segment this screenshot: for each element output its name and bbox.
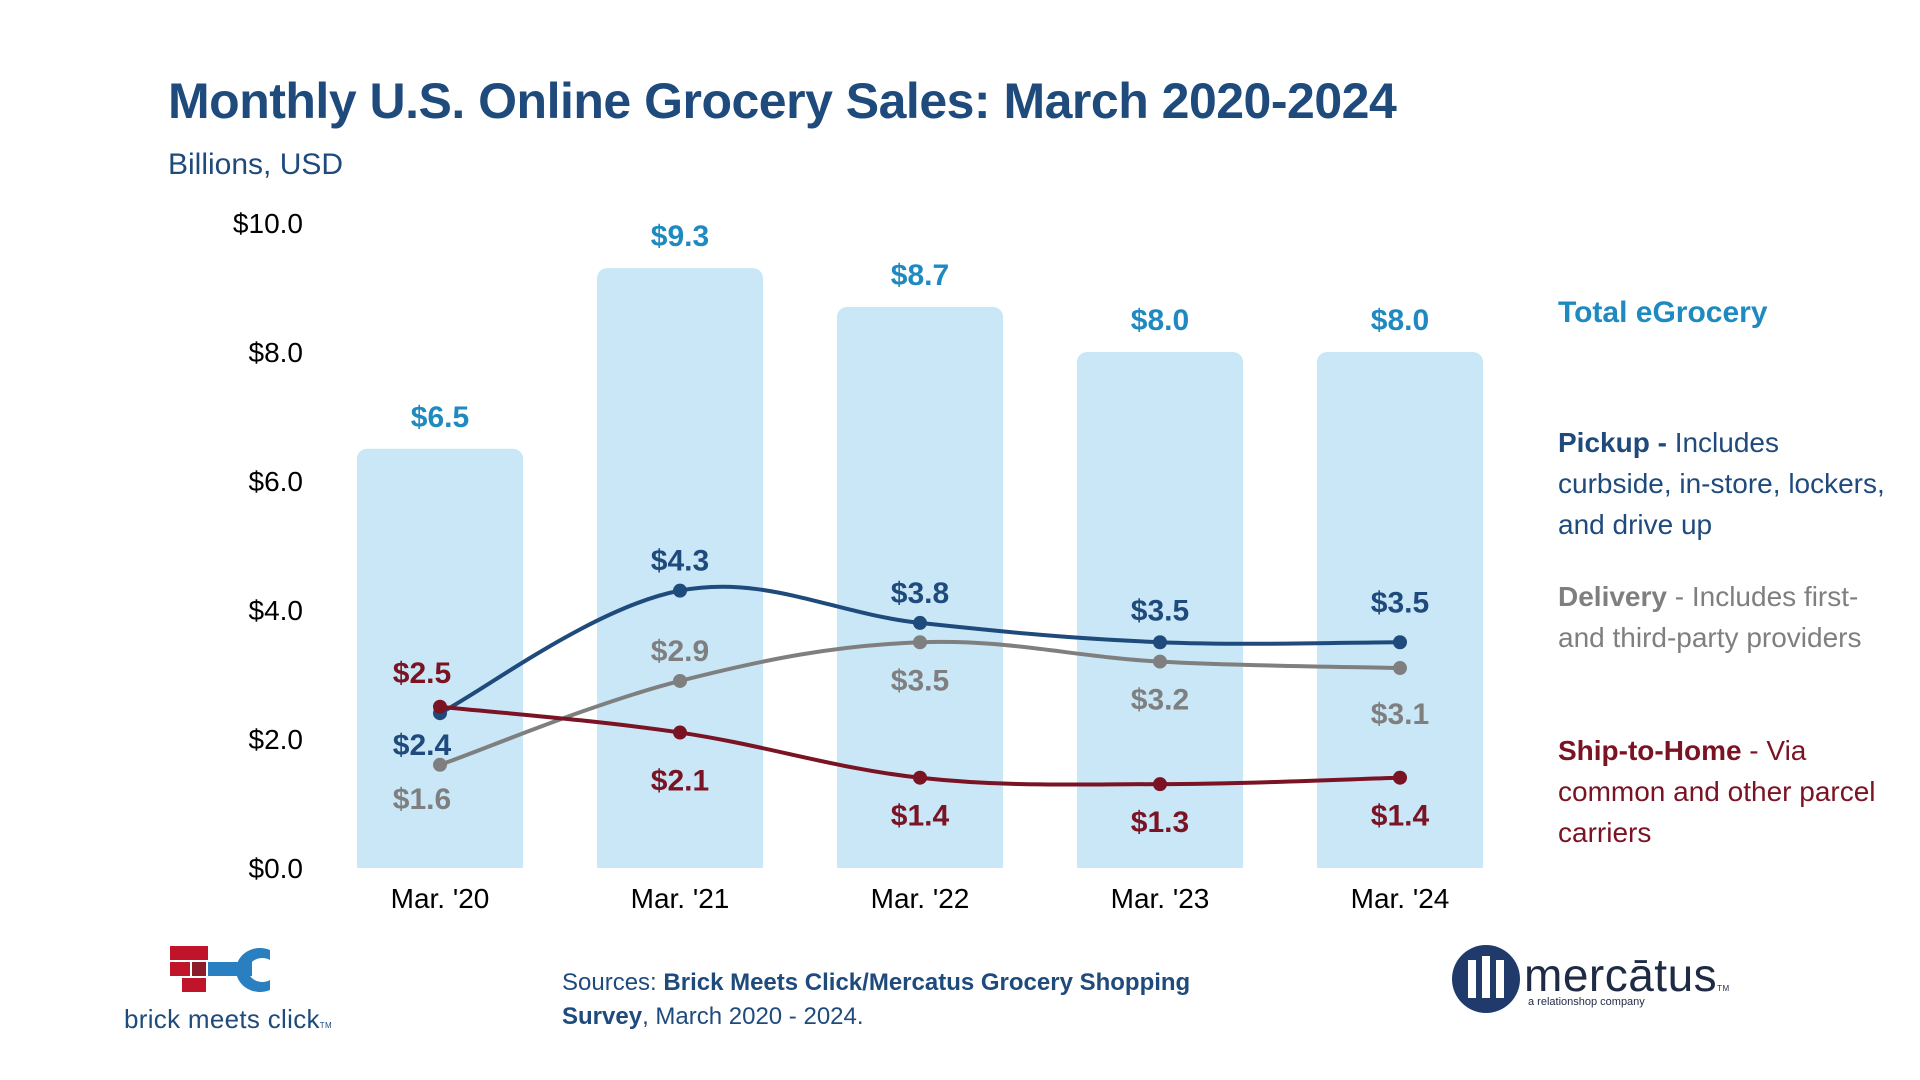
data-label-delivery: $3.2 xyxy=(1131,684,1189,717)
bar-base xyxy=(1317,856,1483,868)
point-ship-to-home xyxy=(1153,777,1167,792)
x-tick-label: Mar. '22 xyxy=(871,883,970,914)
data-label-delivery: $1.6 xyxy=(393,783,451,816)
bar-base xyxy=(1077,856,1243,868)
point-delivery xyxy=(913,635,927,650)
data-label-delivery: $3.5 xyxy=(891,664,949,697)
y-tick-label: $2.0 xyxy=(249,724,304,755)
sources-name: Brick Meets Click/Mercatus Grocery Shopp… xyxy=(562,969,1191,1030)
mercatus-tagline: a relationshop company xyxy=(1528,996,1645,1008)
data-label-ship-to-home: $1.3 xyxy=(1131,806,1189,839)
point-delivery xyxy=(433,757,447,772)
legend-ship-name: Ship-to-Home xyxy=(1558,735,1742,766)
data-label-delivery: $3.1 xyxy=(1371,698,1429,731)
point-ship-to-home xyxy=(433,699,447,714)
line-series-group xyxy=(433,583,1407,792)
page-subtitle: Billions, USD xyxy=(168,148,344,181)
data-label-pickup: $3.8 xyxy=(891,577,949,610)
mercatus-logo-mark xyxy=(1452,945,1520,1013)
point-ship-to-home xyxy=(673,725,687,740)
bar-base xyxy=(597,856,763,868)
point-pickup xyxy=(1153,635,1167,650)
brick-meets-click-logo xyxy=(170,946,270,992)
y-tick-label: $8.0 xyxy=(249,337,304,368)
data-label-delivery: $2.9 xyxy=(651,635,709,668)
bar-data-label: $9.3 xyxy=(651,220,709,253)
data-label-pickup: $3.5 xyxy=(1131,594,1189,627)
y-tick-label: $0.0 xyxy=(249,853,304,884)
data-label-ship-to-home: $1.4 xyxy=(891,800,950,833)
data-label-pickup: $2.4 xyxy=(393,729,452,762)
legend-ship-desc: - Via common and other parcel carriers xyxy=(1558,735,1876,848)
bar xyxy=(357,448,523,868)
bar-data-label: $8.7 xyxy=(891,259,949,292)
data-label-pickup: $3.5 xyxy=(1371,586,1429,619)
bar-data-label: $8.0 xyxy=(1371,304,1429,337)
brick-meets-click-wordmark: brick meets clickTM xyxy=(124,1004,332,1035)
point-delivery xyxy=(673,673,687,688)
bmc-wordmark-text: brick meets click xyxy=(124,1004,320,1034)
bar xyxy=(1077,352,1243,868)
legend-pickup-name: Pickup - xyxy=(1558,427,1667,458)
data-label-pickup: $4.3 xyxy=(651,545,709,578)
mercatus-wordmark-text: mercātus xyxy=(1524,949,1718,1001)
point-pickup xyxy=(913,615,927,630)
y-tick-label: $10.0 xyxy=(233,208,303,239)
point-pickup xyxy=(1393,635,1407,650)
legend-total: Total eGrocery xyxy=(1558,296,1768,329)
bar-base xyxy=(837,856,1003,868)
bmc-trademark: TM xyxy=(319,1021,332,1030)
page-title: Monthly U.S. Online Grocery Sales: March… xyxy=(168,73,1397,129)
point-ship-to-home xyxy=(913,770,927,785)
bar xyxy=(597,268,763,868)
x-axis: Mar. '20 Mar. '21 Mar. '22 Mar. '23 Mar. '24 xyxy=(391,883,1450,914)
sources-note: Sources: Brick Meets Click/Mercatus Groc… xyxy=(562,966,1282,1034)
y-axis: $0.0 $2.0 $4.0 $6.0 $8.0 $10.0 xyxy=(233,208,303,884)
sources-prefix: Sources: xyxy=(562,969,664,996)
bar-data-label: $8.0 xyxy=(1131,304,1189,337)
line-labels: $2.4 $4.3 $3.8 $3.5 $3.5 $1.6 $2.9 $3.5 $3.2 $3.1… xyxy=(393,545,1430,840)
legend-pickup: Pickup - Includes curbside, in-store, lo… xyxy=(1558,422,1898,545)
data-label-ship-to-home: $2.1 xyxy=(651,765,709,798)
bar xyxy=(1317,352,1483,868)
x-tick-label: Mar. '23 xyxy=(1111,883,1210,914)
bar xyxy=(837,306,1003,869)
point-ship-to-home xyxy=(1393,770,1407,785)
bar-data-label: $6.5 xyxy=(411,401,469,434)
bar-series-total xyxy=(357,268,1483,869)
mercatus-wordmark: mercātusTM xyxy=(1524,948,1730,1002)
mercatus-trademark: TM xyxy=(1717,984,1730,993)
legend-pickup-desc: Includes curbside, in-store, lockers, an… xyxy=(1558,427,1885,540)
x-tick-label: Mar. '20 xyxy=(391,883,490,914)
sources-suffix: , March 2020 - 2024. xyxy=(642,1003,864,1030)
y-tick-label: $6.0 xyxy=(249,466,304,497)
legend-ship: Ship-to-Home - Via common and other parc… xyxy=(1558,730,1898,853)
legend-delivery-name: Delivery xyxy=(1558,581,1667,612)
x-tick-label: Mar. '24 xyxy=(1351,883,1450,914)
point-delivery xyxy=(1153,654,1167,669)
data-label-ship-to-home: $1.4 xyxy=(1371,800,1430,833)
legend-delivery-desc: - Includes first- and third-party provid… xyxy=(1558,581,1862,653)
bar-base xyxy=(357,856,523,868)
bar-labels: $6.5 $9.3 $8.7 $8.0 $8.0 xyxy=(411,220,1429,434)
point-delivery xyxy=(1393,661,1407,676)
x-tick-label: Mar. '21 xyxy=(631,883,730,914)
data-label-ship-to-home: $2.5 xyxy=(393,657,451,690)
y-tick-label: $4.0 xyxy=(249,595,304,626)
point-pickup xyxy=(673,583,687,598)
legend-delivery: Delivery - Includes first- and third-par… xyxy=(1558,576,1898,658)
